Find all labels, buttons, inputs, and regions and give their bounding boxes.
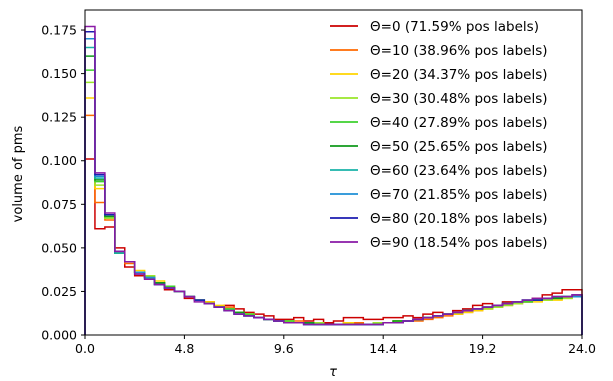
legend-label-2: Θ=20 (34.37% pos labels) — [370, 67, 548, 83]
x-axis-label: τ — [329, 365, 337, 380]
y-tick-label: 0.100 — [41, 153, 77, 168]
x-tick-label: 0.0 — [75, 341, 95, 356]
x-tick-label: 9.6 — [274, 341, 294, 356]
y-tick-label: 0.175 — [41, 23, 77, 38]
legend: Θ=0 (71.59% pos labels) Θ=10 (38.96% pos … — [330, 19, 548, 251]
legend-label-8: Θ=80 (20.18% pos labels) — [370, 211, 548, 227]
legend-label-4: Θ=40 (27.89% pos labels) — [370, 115, 548, 131]
y-tick-label: 0.050 — [41, 240, 77, 255]
y-tick-label: 0.000 — [41, 328, 77, 343]
legend-label-6: Θ=60 (23.64% pos labels) — [370, 163, 548, 179]
x-tick-label: 14.4 — [369, 341, 397, 356]
y-tick-label: 0.150 — [41, 66, 77, 81]
y-axis-label: volume of pms — [11, 125, 26, 222]
x-tick-label: 24.0 — [568, 341, 596, 356]
plot-frame — [84, 9, 583, 336]
y-tick-label: 0.025 — [41, 284, 77, 299]
x-tick-label: 19.2 — [469, 341, 497, 356]
legend-label-7: Θ=70 (21.85% pos labels) — [370, 187, 548, 203]
y-tick-label: 0.075 — [41, 197, 77, 212]
series-line-9 — [84, 25, 583, 335]
axes-layer: 0.0 4.8 9.6 14.4 19.2 24.0 0.000 0.025 0.050 0.07… — [41, 9, 596, 356]
y-tick-label: 0.125 — [41, 110, 77, 125]
legend-label-0: Θ=0 (71.59% pos labels) — [370, 19, 539, 35]
legend-label-1: Θ=10 (38.96% pos labels) — [370, 43, 548, 59]
x-tick-label: 4.8 — [174, 341, 194, 356]
series-layer — [84, 25, 583, 335]
legend-label-3: Θ=30 (30.48% pos labels) — [370, 91, 548, 107]
legend-label-9: Θ=90 (18.54% pos labels) — [370, 235, 548, 251]
legend-label-5: Θ=50 (25.65% pos labels) — [370, 139, 548, 155]
